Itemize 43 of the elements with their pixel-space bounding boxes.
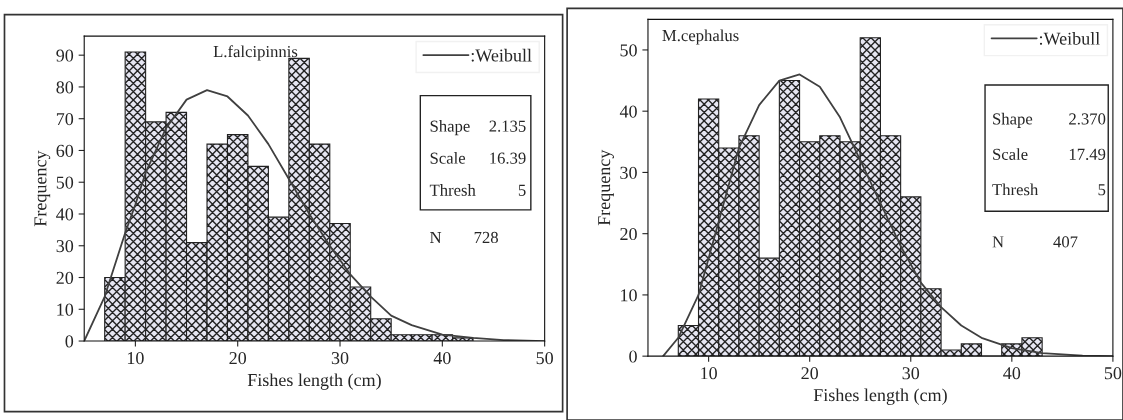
y-tick-label: 50 xyxy=(56,176,74,189)
y-tick-label: 0 xyxy=(629,350,637,363)
y-tick-label: 40 xyxy=(619,105,637,118)
y-tick-label: 20 xyxy=(56,271,74,284)
y-tick-label: 0 xyxy=(65,335,74,348)
annotation: L.falcipinnis xyxy=(213,45,298,61)
y-tick-label: 70 xyxy=(56,112,74,126)
legend-label: :Weibull xyxy=(471,48,532,62)
y-tick-label: 30 xyxy=(620,166,637,179)
y-tick-label: 20 xyxy=(620,227,637,241)
x-tick-label: 30 xyxy=(902,367,920,380)
x-tick-label: 10 xyxy=(127,351,144,365)
annotation: Shape 2.135 xyxy=(430,120,526,136)
y-tick-label: 50 xyxy=(620,44,637,57)
x-tick-label: 20 xyxy=(229,351,247,365)
text: Thresh 5 xyxy=(429,184,526,196)
text: N 407 xyxy=(992,236,1078,248)
y-tick-label: 90 xyxy=(56,49,74,62)
text: Thresh 5 xyxy=(992,183,1106,196)
x-tick-label: 40 xyxy=(433,351,451,365)
y-tick-label: 60 xyxy=(56,144,74,157)
y-axis-title: Frequency xyxy=(34,150,51,227)
text: Shape 2.370 xyxy=(993,112,1106,128)
text: Scale 16.39 xyxy=(430,152,526,164)
x-axis-title: Fishes length (cm) xyxy=(247,373,381,390)
x-tick-label: 50 xyxy=(536,351,553,365)
annotation: M.cephalus xyxy=(662,29,739,45)
y-tick-label: 30 xyxy=(56,240,74,253)
legend-label: :Weibull xyxy=(1039,32,1100,45)
x-tick-label: 20 xyxy=(801,367,819,380)
text: N 728 xyxy=(430,231,498,244)
y-tick-label: 10 xyxy=(621,289,637,302)
x-tick-label: 50 xyxy=(1104,367,1122,380)
y-axis-title: Frequency xyxy=(598,149,614,226)
x-tick-label: 40 xyxy=(1003,367,1021,380)
x-tick-label: 10 xyxy=(701,367,717,380)
y-tick-label: 10 xyxy=(57,303,74,316)
x-tick-label: 30 xyxy=(331,351,349,365)
y-tick-label: 80 xyxy=(56,81,74,94)
text: Scale 17.49 xyxy=(993,148,1106,160)
line-series xyxy=(662,73,1113,357)
x-axis-title: Fishes length (cm) xyxy=(813,388,947,405)
y-tick-label: 40 xyxy=(56,208,74,221)
